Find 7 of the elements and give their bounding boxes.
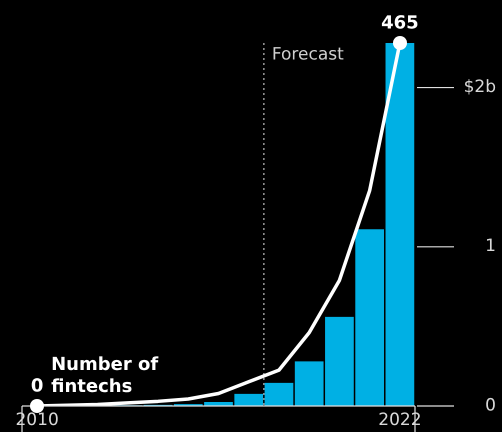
series-label: Number of fintechs bbox=[51, 354, 158, 397]
y-tick-label: 0 bbox=[485, 395, 496, 416]
y-tick-label: 1 bbox=[485, 236, 496, 256]
data-label: 0 bbox=[30, 376, 44, 397]
ref-line-label: Forecast bbox=[272, 44, 344, 64]
y-tick-label: $2b bbox=[464, 77, 496, 97]
data-label: 465 bbox=[381, 12, 419, 34]
